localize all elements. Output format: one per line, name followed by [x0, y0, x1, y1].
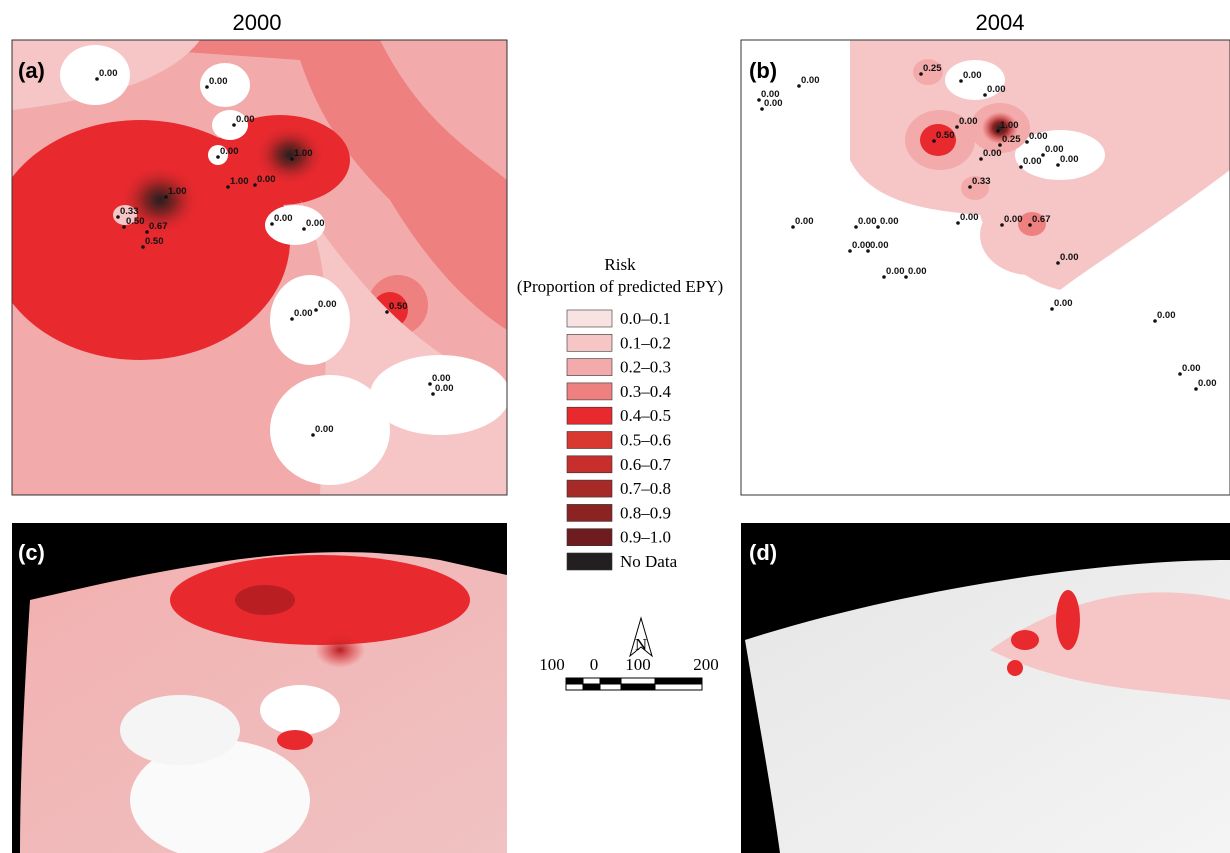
site-value: 0.00	[1157, 310, 1176, 321]
legend-label: 0.0–0.1	[620, 309, 671, 328]
site-value: 0.00	[318, 299, 337, 310]
site-value: 0.00	[983, 148, 1002, 159]
legend-swatch	[567, 407, 612, 424]
site-value: 1.00	[1000, 120, 1019, 131]
legend-title: Risk	[604, 255, 636, 274]
scale-label: 0	[590, 655, 599, 674]
legend-label: 0.8–0.9	[620, 503, 671, 522]
site-value: 0.33	[972, 176, 991, 187]
site-value: 0.00	[236, 114, 255, 125]
site-value: 0.00	[870, 240, 889, 251]
site-value: 0.25	[1002, 134, 1021, 145]
legend-swatch	[567, 334, 612, 351]
scale-label: 200	[693, 655, 719, 674]
legend-swatch	[567, 553, 612, 570]
site-value: 0.00	[858, 216, 877, 227]
site-value: 0.00	[1023, 156, 1042, 167]
site-value: 0.00	[220, 146, 239, 157]
panel-label: (c)	[18, 540, 45, 565]
site-value: 0.50	[126, 216, 145, 227]
scale-label: 100	[625, 655, 651, 674]
legend-label: No Data	[620, 552, 678, 571]
site-value: 0.50	[145, 236, 164, 247]
panel-title: 2004	[976, 10, 1025, 35]
site-value: 0.00	[908, 266, 927, 277]
site-value: 0.00	[880, 216, 899, 227]
site-value: 0.00	[801, 75, 820, 86]
legend-label: 0.1–0.2	[620, 333, 671, 352]
panel-label: (d)	[749, 540, 777, 565]
site-value: 0.00	[963, 70, 982, 81]
site-value: 0.67	[149, 221, 168, 232]
site-value: 0.00	[987, 84, 1006, 95]
panel-label: (b)	[749, 58, 777, 83]
site-value: 0.00	[257, 174, 276, 185]
site-value: 0.00	[1060, 154, 1079, 165]
site-value: 0.00	[99, 68, 118, 79]
site-value: 0.00	[960, 212, 979, 223]
legend-swatch	[567, 310, 612, 327]
map-b	[741, 40, 1230, 495]
site-value: 0.00	[886, 266, 905, 277]
legend-swatch	[567, 504, 612, 521]
site-value: 0.00	[274, 213, 293, 224]
legend-label: 0.7–0.8	[620, 479, 671, 498]
panel-title: 2000	[233, 10, 282, 35]
site-value: 0.25	[923, 63, 942, 74]
site-value: 1.00	[230, 176, 249, 187]
legend-label: 0.5–0.6	[620, 431, 671, 450]
site-value: 0.00	[1182, 363, 1201, 374]
legend-label: 0.9–1.0	[620, 528, 671, 547]
site-value: 0.00	[959, 116, 978, 127]
panel-label: (a)	[18, 58, 45, 83]
legend-swatch	[567, 480, 612, 497]
legend-swatch	[567, 432, 612, 449]
legend-label: 0.4–0.5	[620, 406, 671, 425]
legend-label: 0.2–0.3	[620, 358, 671, 377]
site-value: 0.00	[1004, 214, 1023, 225]
north-label: N	[635, 635, 647, 654]
site-value: 0.50	[936, 130, 955, 141]
legend-swatch	[567, 529, 612, 546]
site-value: 0.00	[1198, 378, 1217, 389]
site-value: 0.00	[764, 98, 783, 109]
legend-subtitle: (Proportion of predicted EPY)	[517, 277, 723, 296]
surface-c	[12, 523, 507, 853]
site-value: 0.00	[315, 424, 334, 435]
legend-label: 0.3–0.4	[620, 382, 672, 401]
site-value: 1.00	[294, 148, 313, 159]
site-value: 0.00	[306, 218, 325, 229]
scale-bar	[566, 678, 702, 690]
map-a	[0, 40, 510, 495]
site-value: 1.00	[168, 186, 187, 197]
site-value: 0.00	[1029, 131, 1048, 142]
site-value: 0.67	[1032, 214, 1051, 225]
site-value: 0.00	[294, 308, 313, 319]
legend-swatch	[567, 383, 612, 400]
site-value: 0.00	[435, 383, 454, 394]
site-value: 0.00	[1054, 298, 1073, 309]
legend-label: 0.6–0.7	[620, 455, 672, 474]
site-value: 0.00	[1060, 252, 1079, 263]
legend-swatch	[567, 359, 612, 376]
site-value: 0.50	[389, 301, 408, 312]
legend-swatch	[567, 456, 612, 473]
surface-d	[741, 523, 1230, 853]
site-value: 0.00	[209, 76, 228, 87]
figure: 2000 2004 Risk (Proportion of predicted …	[0, 0, 1230, 853]
site-value: 0.00	[795, 216, 814, 227]
scale-label: 100	[539, 655, 565, 674]
